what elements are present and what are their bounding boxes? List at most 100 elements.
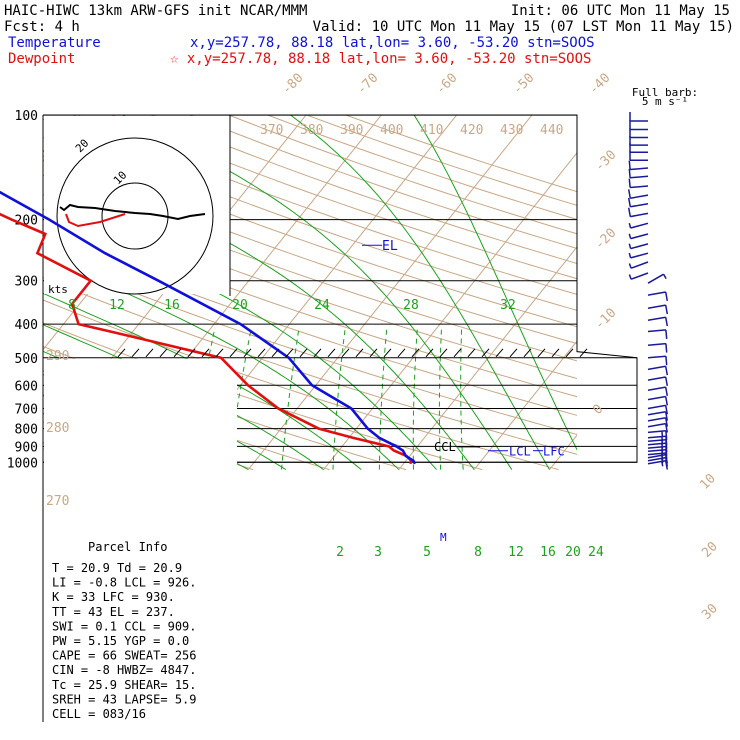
hatch-mark [257,348,266,358]
hatch-mark [271,348,280,358]
isotherm [247,115,533,470]
hodo-trace-wind [59,203,206,221]
wind-barb [628,233,649,240]
hatch-mark [341,348,350,358]
theta-label: 270 [46,494,69,509]
moist-adiabat [413,115,577,451]
hatch-mark [299,348,308,358]
hatch-mark [229,348,238,358]
hatch-mark [551,348,560,358]
header-init: Init: 06 UTC Mon 11 May 15 [511,3,730,19]
wind-barb [647,355,668,366]
hatch-mark [131,348,140,358]
pressure-label: 100 [15,109,38,124]
isotherm [398,246,577,470]
hatch-mark [481,348,490,358]
wind-barb [628,261,649,269]
wind-barb [628,178,649,189]
hatch-mark [439,348,448,358]
hatch-mark [495,348,504,358]
wind-barb [647,365,669,376]
pressure-label: 700 [15,403,38,418]
sounding-profiles [0,190,417,465]
hatch-mark [117,348,126,358]
hatch-mark [145,348,154,358]
mixing-label-upper: 20 [232,298,248,313]
pressure-label: 1000 [7,456,38,471]
hatch-mark [383,348,392,358]
mixing-label-upper: 8 [68,298,76,313]
header-fcst: Fcst: 4 h [4,19,80,35]
wind-barb [628,222,649,229]
parcel-row: LI = -0.8 LCL = 926. [52,576,197,590]
dry-adiabat [43,155,577,345]
isotherm [323,152,577,470]
hatch-mark [355,348,364,358]
parcel-row: SWI = 0.1 CCL = 909. [52,619,197,633]
parcel-row: Tc = 25.9 SHEAR= 15. [52,678,197,692]
parcel-row: CIN = -8 HWBZ= 4847. [52,663,197,677]
hodo-ring-outer [56,137,214,295]
hatch-mark [411,348,420,358]
moist-adiabat [122,115,513,470]
hatch-mark [425,348,434,358]
dry-adiabat [43,174,577,362]
pressure-label: 800 [15,423,38,438]
theta-label: 380 [300,123,323,138]
pressure-label: 900 [15,440,38,455]
hodo-bg [44,116,230,294]
pressure-label: 300 [15,275,38,290]
wind-barb [627,197,649,208]
isotherm-label: -20 [592,226,619,253]
mixing-label-lower: 5 [423,545,431,560]
wind-barb [629,112,648,122]
dry-adiabat [111,115,577,280]
hatch-mark [173,348,182,358]
isotherm [473,340,577,470]
parcel-row: PW = 5.15 YGP = 0.0 [52,634,189,648]
parcel-row: CAPE = 66 SWEAT= 256 [52,649,197,663]
pressure-label: 200 [15,214,38,229]
wind-barb [647,459,669,470]
hatch-mark [187,348,196,358]
hatch-mark [397,348,406,358]
wind-barb [647,422,669,433]
wind-barb [647,404,669,415]
parcel-row: CELL = 083/16 [52,707,146,721]
parcel-row: SREH = 43 LAPSE= 5.9 [52,692,197,706]
el-label: EL [382,239,398,254]
wind-barb [647,395,669,406]
dry-adiabat [72,115,577,295]
isotherm-label: 0 [590,402,606,418]
hatch-mark [467,348,476,358]
hatch-mark [509,348,518,358]
isotherm-label: -80 [279,71,306,98]
dry-adiabat [43,277,577,455]
isotherm-label: -40 [586,71,613,98]
isotherm-label: -50 [510,71,537,98]
mixing-label-upper: 12 [109,298,125,313]
wind-barb [627,189,649,199]
hatch-mark [565,348,574,358]
wind-barb [628,168,649,179]
mixing-label-lower: 16 [540,545,556,560]
parcel-info-panel: Parcel Info T = 20.9 Td = 20.9LI = -0.8 L… [44,358,237,721]
mixing-ratio-line [281,327,300,470]
header-valid: Valid: 10 UTC Mon 11 May 15 (07 LST Mon … [313,19,734,35]
wind-barb [647,329,668,339]
parcel-row: K = 33 LFC = 930. [52,590,175,604]
moist-adiabat [43,150,475,470]
wind-barb [647,291,669,302]
theta-label: 290 [46,349,69,364]
wind-barb [647,386,669,397]
hatch-mark [313,348,322,358]
wind-barb [647,376,669,387]
mixing-ratio-line [412,327,418,470]
lfc-label: LFC [543,445,565,459]
moist-adiabat [290,115,550,470]
hodo-units: kts [48,283,68,296]
mixing-label-lower: 3 [374,545,382,560]
